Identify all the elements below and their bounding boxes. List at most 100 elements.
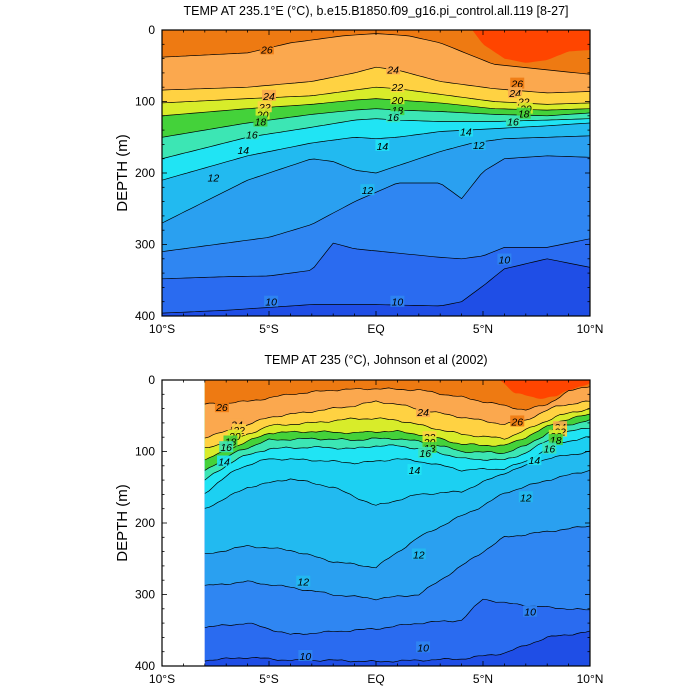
x-tick-label: 5°S (259, 322, 278, 336)
isotherm-13 (204, 450, 590, 509)
contour-label-bg (217, 455, 232, 467)
top-plot-area: 2624222018161412242220181614122624222018… (162, 30, 590, 316)
contour-label-bg (375, 139, 390, 151)
contour-label: 18 (255, 117, 267, 129)
contour-label-bg (510, 77, 525, 89)
temp-band-26 (204, 380, 590, 411)
contour-label: 16 (246, 129, 258, 141)
contour-label-bg (516, 95, 531, 107)
contour-label-bg (257, 101, 272, 113)
contour-label-bg (255, 108, 270, 120)
y-tick-label: 100 (135, 445, 155, 459)
contour-label-bg (390, 81, 405, 93)
contour-label-bg (262, 89, 276, 101)
contour-label-bg (416, 406, 431, 418)
isotherm-9 (204, 630, 590, 663)
isotherm-22 (204, 408, 590, 449)
contour-label-bg (390, 104, 405, 116)
y-tick-label: 0 (148, 23, 155, 37)
isotherm-9 (162, 258, 590, 314)
contour-label: 26 (260, 44, 273, 56)
x-tick-label: 10°N (577, 322, 604, 336)
contour-label: 20 (391, 95, 404, 107)
contour-label: 24 (416, 407, 429, 419)
contour-label-bg (298, 649, 313, 661)
contour-label-bg (227, 429, 242, 441)
contour-label: 12 (520, 492, 532, 504)
contour-label-bg (458, 125, 473, 137)
contour-label-bg (206, 171, 221, 183)
contour-label: 16 (419, 448, 431, 460)
contour-label-bg (510, 415, 525, 427)
contour-label-bg (223, 435, 238, 447)
contour-label-bg (232, 424, 247, 436)
isotherm-11 (162, 155, 590, 253)
contour-label-bg (390, 295, 405, 307)
top-axes: 10°S 5°S EQ 5°N 10°N 0 100 200 300 400 (135, 23, 603, 336)
contour-label: 14 (218, 457, 230, 469)
contour-label-bg (386, 63, 401, 75)
temp-band-27 (472, 30, 590, 63)
isotherm-16 (204, 427, 590, 481)
contour-label-bg (516, 107, 531, 119)
contour-label: 16 (387, 112, 399, 124)
x-tick-label: 10°N (577, 672, 604, 686)
contour-label: 10 (524, 607, 536, 619)
x-tick-label: 5°N (473, 322, 493, 336)
x-tick-label: 5°N (473, 672, 493, 686)
isotherm-14 (162, 122, 590, 181)
contour-label: 12 (362, 185, 374, 197)
contour-label-bg (416, 641, 431, 653)
contour-label: 18 (518, 109, 530, 121)
bottom-y-axis-label: DEPTH (m) (114, 484, 131, 562)
y-tick-label: 400 (135, 309, 155, 323)
contour-label-bg (264, 295, 279, 307)
contour-label: 12 (297, 577, 309, 589)
isotherm-20 (204, 413, 590, 461)
contour-label-bg (508, 86, 523, 98)
temp-band-27 (500, 380, 590, 399)
bottom-contour-lines (204, 386, 590, 663)
contour-label: 18 (550, 435, 562, 447)
isotherm-18 (204, 419, 590, 471)
contour-label-bg (229, 418, 244, 430)
contour-label-bg (236, 144, 251, 156)
x-tick-label: 10°S (149, 322, 175, 336)
contour-label: 16 (220, 442, 232, 454)
contour-label-bg (422, 436, 437, 448)
contour-label: 10 (392, 297, 404, 309)
top-y-axis-label: DEPTH (m) (114, 134, 131, 212)
contour-label: 26 (510, 416, 523, 428)
contour-label-bg (548, 434, 563, 446)
contour-label-bg (244, 128, 259, 140)
y-tick-label: 200 (135, 516, 155, 530)
y-tick-label: 0 (148, 373, 155, 387)
contour-label-bg (259, 43, 274, 55)
bottom-axes: 10°S 5°S EQ 5°N 10°N 0 100 200 300 400 (135, 373, 603, 686)
contour-label-bg (418, 446, 433, 458)
contour-label-bg (497, 253, 512, 265)
contour-label-bg (518, 491, 533, 503)
contour-label-bg (471, 139, 486, 151)
contour-label: 14 (409, 465, 421, 477)
contour-label: 10 (300, 651, 312, 663)
contour-label: 24 (386, 64, 399, 76)
contour-label-bg (411, 548, 426, 560)
y-tick-label: 200 (135, 166, 155, 180)
contour-label: 22 (391, 82, 404, 94)
contour-label-bg (253, 115, 268, 127)
contour-label: 12 (208, 172, 220, 184)
contour-label: 16 (507, 117, 519, 129)
isotherm-12 (204, 469, 590, 569)
contour-label: 16 (543, 444, 555, 456)
x-tick-label: EQ (367, 672, 384, 686)
contour-label: 14 (460, 127, 472, 139)
contour-label: 12 (413, 549, 425, 561)
contour-label: 10 (499, 255, 511, 267)
contour-label-bg (407, 464, 422, 476)
contour-label-bg (360, 184, 375, 196)
y-tick-label: 300 (135, 588, 155, 602)
contour-label: 10 (265, 297, 277, 309)
isotherm-14 (204, 436, 590, 494)
